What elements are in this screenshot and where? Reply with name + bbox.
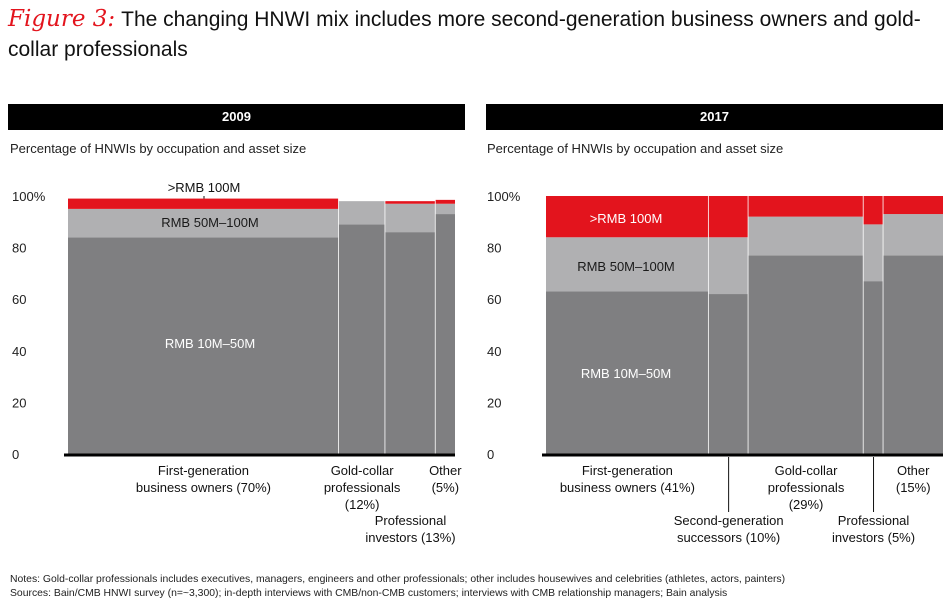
tier-label-2017-1: RMB 50M–100M xyxy=(577,259,675,274)
figure-label: Figure 3: xyxy=(8,6,116,32)
bar-2009-seg3-tier0 xyxy=(435,214,455,454)
bar-2017-seg4-tier2 xyxy=(883,196,943,215)
bar-2009-seg1-tier1 xyxy=(338,201,386,225)
bar-2017-seg0-tier0 xyxy=(546,291,709,454)
category-label-2009-2-1: investors (13%) xyxy=(365,530,455,545)
y-tick-label-2009-4: 20 xyxy=(12,395,26,410)
tier-label-2017-0: RMB 10M–50M xyxy=(581,366,671,381)
bar-2009-seg3-tier2 xyxy=(435,199,455,204)
y-tick-label-2017-5: 0 xyxy=(487,447,494,462)
bar-2017-seg3-tier1 xyxy=(863,224,884,282)
notes-line: Notes: Gold-collar professionals include… xyxy=(10,574,786,585)
y-tick-label-2009-2: 60 xyxy=(12,292,26,307)
category-label-2009-1-0: Gold-collar xyxy=(331,463,395,478)
bar-2017-seg1-tier0 xyxy=(708,294,749,454)
panel-header-2017: 2017 xyxy=(486,104,943,130)
category-label-2017-2-1: professionals xyxy=(768,480,845,495)
bar-2009-seg1-tier0 xyxy=(338,224,386,454)
bar-2017-seg2-tier2 xyxy=(748,196,864,217)
category-label-2017-4-0: Other xyxy=(897,463,930,478)
figure-title: Figure 3: The changing HNWI mix includes … xyxy=(8,4,943,65)
bar-2009-seg2-tier2 xyxy=(385,201,436,204)
bar-2017-seg0-tier2 xyxy=(546,196,709,238)
category-label-2017-1-0: Second-generation xyxy=(674,513,784,528)
y-tick-label-2017-4: 20 xyxy=(487,395,501,410)
panel-subtitle-2009: Percentage of HNWIs by occupation and as… xyxy=(10,141,307,156)
bar-2017-seg1-tier1 xyxy=(708,237,749,295)
bar-2017-seg2-tier1 xyxy=(748,216,864,256)
sources-line: Sources: Bain/CMB HNWI survey (n=~3,300)… xyxy=(10,588,728,599)
category-label-2017-3-0: Professional xyxy=(838,513,910,528)
category-label-2009-1-1: professionals xyxy=(324,480,401,495)
category-label-2009-0-1: business owners (70%) xyxy=(136,480,271,495)
figure-title-text: The changing HNWI mix includes more seco… xyxy=(8,8,921,61)
bar-2009-seg2-tier0 xyxy=(385,232,436,454)
category-label-2009-3-0: Other xyxy=(429,463,462,478)
bar-2009-seg0-tier1 xyxy=(68,208,339,238)
segment-divider-2017-0 xyxy=(707,194,710,454)
category-label-2017-1-1: successors (10%) xyxy=(677,530,780,545)
category-label-2017-4-1: (15%) xyxy=(896,480,931,495)
y-tick-label-2009-3: 40 xyxy=(12,344,26,359)
bar-2017-seg0-tier1 xyxy=(546,237,709,292)
bar-2017-seg2-tier0 xyxy=(748,255,864,454)
bar-2017-seg3-tier2 xyxy=(863,196,884,225)
tier-label-2009-2: >RMB 100M xyxy=(168,180,241,195)
panel-header-2009: 2009 xyxy=(8,104,465,130)
category-label-2009-3-1: (5%) xyxy=(432,480,459,495)
category-label-2017-2-0: Gold-collar xyxy=(775,463,839,478)
y-tick-label-2009-0: 100% xyxy=(12,189,46,204)
y-tick-label-2017-1: 80 xyxy=(487,241,501,256)
category-label-2017-0-0: First-generation xyxy=(582,463,673,478)
category-label-2009-2-0: Professional xyxy=(375,513,447,528)
category-label-2017-3-1: investors (5%) xyxy=(832,530,915,545)
bar-2017-seg4-tier1 xyxy=(883,214,943,256)
tier-label-2009-1: RMB 50M–100M xyxy=(161,215,259,230)
category-label-2009-1-2: (12%) xyxy=(345,497,380,512)
bar-2009-seg2-tier1 xyxy=(385,203,436,233)
y-tick-label-2017-2: 60 xyxy=(487,292,501,307)
bar-2009-seg0-tier2 xyxy=(68,198,339,209)
category-label-2017-2-2: (29%) xyxy=(789,497,824,512)
panel-subtitle-2017: Percentage of HNWIs by occupation and as… xyxy=(487,141,784,156)
bar-2017-seg1-tier2 xyxy=(708,196,749,238)
y-tick-label-2009-5: 0 xyxy=(12,447,19,462)
category-label-2017-0-1: business owners (41%) xyxy=(560,480,695,495)
bar-2009-seg0-tier0 xyxy=(68,237,339,454)
category-label-2009-0-0: First-generation xyxy=(158,463,249,478)
bar-2017-seg3-tier0 xyxy=(863,281,884,454)
bar-2017-seg4-tier0 xyxy=(883,255,943,454)
marimekko-charts: 100% 80 60 40 20 0 First-generation business ow… xyxy=(12,180,943,545)
y-tick-label-2017-3: 40 xyxy=(487,344,501,359)
y-tick-label-2009-1: 80 xyxy=(12,241,26,256)
tier-label-2017-2: >RMB 100M xyxy=(590,211,663,226)
bar-2009-seg3-tier1 xyxy=(435,203,455,215)
y-tick-label-2017-0: 100% xyxy=(487,189,521,204)
notes-block: Notes: Gold-collar professionals include… xyxy=(10,573,945,601)
tier-label-2009-0: RMB 10M–50M xyxy=(165,336,255,351)
